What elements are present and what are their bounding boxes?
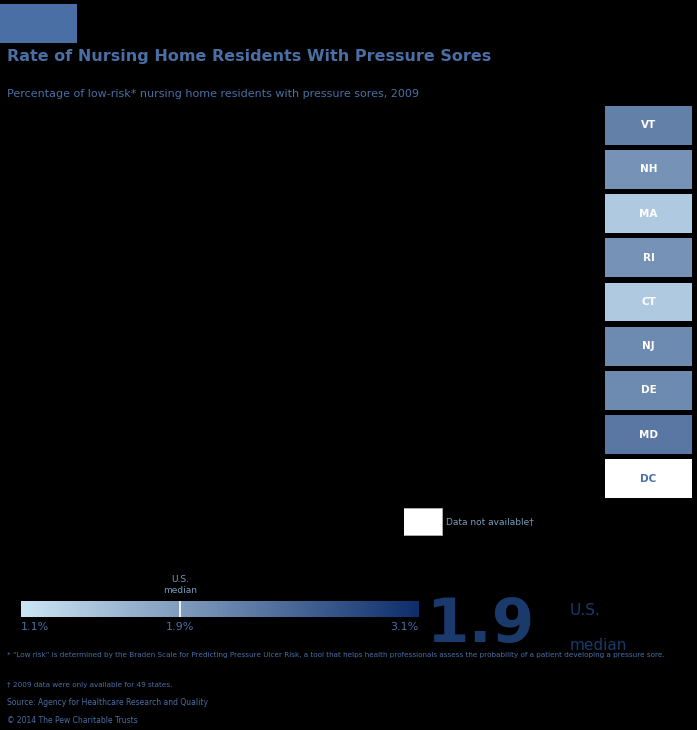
- Text: VT: VT: [641, 120, 656, 130]
- Text: 1.9: 1.9: [426, 596, 534, 656]
- Text: 1.9%: 1.9%: [166, 622, 194, 632]
- FancyBboxPatch shape: [0, 4, 77, 43]
- Bar: [605, 106, 692, 145]
- Bar: [605, 283, 692, 321]
- Text: © 2014 The Pew Charitable Trusts: © 2014 The Pew Charitable Trusts: [7, 715, 138, 725]
- Text: 3.1%: 3.1%: [390, 622, 418, 632]
- Bar: [605, 150, 692, 189]
- Text: 1.1%: 1.1%: [21, 622, 49, 632]
- Text: Percentage of low-risk* nursing home residents with pressure sores, 2009: Percentage of low-risk* nursing home res…: [7, 89, 419, 99]
- Bar: [605, 371, 692, 410]
- Text: * “Low risk” is determined by the Braden Scale for Predicting Pressure Ulcer Ris: * “Low risk” is determined by the Braden…: [7, 652, 665, 658]
- Bar: [605, 459, 692, 499]
- Text: MD: MD: [639, 430, 658, 439]
- Text: CT: CT: [641, 297, 656, 307]
- Text: NJ: NJ: [642, 341, 655, 351]
- FancyBboxPatch shape: [400, 508, 442, 536]
- Text: 5: 5: [47, 16, 56, 30]
- Text: DE: DE: [641, 385, 657, 396]
- Text: DC: DC: [641, 474, 657, 484]
- Text: U.S.
median: U.S. median: [163, 575, 197, 595]
- Text: U.S.: U.S.: [570, 603, 601, 618]
- Text: RI: RI: [643, 253, 654, 263]
- Text: Data not available†: Data not available†: [446, 518, 534, 526]
- Bar: [605, 415, 692, 454]
- Bar: [605, 194, 692, 233]
- Bar: [605, 327, 692, 366]
- Text: NH: NH: [640, 164, 657, 174]
- Text: † 2009 data were only available for 49 states.: † 2009 data were only available for 49 s…: [7, 682, 172, 688]
- Text: median: median: [570, 638, 627, 653]
- Text: 5: 5: [9, 16, 19, 30]
- Text: Source: Agency for Healthcare Research and Quality: Source: Agency for Healthcare Research a…: [7, 698, 208, 707]
- Text: MA: MA: [639, 209, 658, 218]
- Text: Rate of Nursing Home Residents With Pressure Sores: Rate of Nursing Home Residents With Pres…: [7, 50, 491, 64]
- Text: of: of: [29, 18, 38, 28]
- Bar: [605, 239, 692, 277]
